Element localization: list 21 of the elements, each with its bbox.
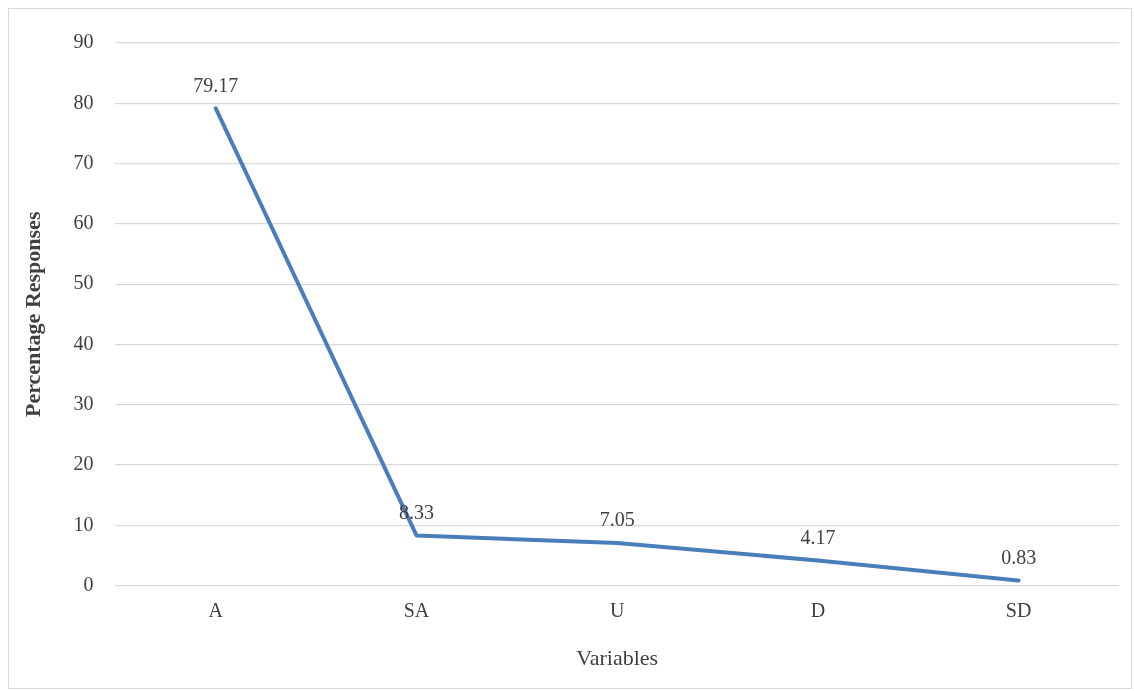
- y-tick-label: 10: [73, 512, 94, 535]
- y-tick-label: 70: [73, 150, 94, 173]
- data-label: 0.83: [1001, 545, 1037, 568]
- data-label: 79.17: [193, 73, 239, 96]
- x-tick-label: SA: [403, 598, 430, 621]
- y-tick-label: 30: [73, 391, 94, 414]
- data-label: 4.17: [800, 525, 836, 548]
- x-tick-label: SD: [1005, 598, 1032, 621]
- y-tick-label: 80: [73, 90, 94, 113]
- y-tick-label: 40: [73, 331, 94, 354]
- data-label: 7.05: [599, 508, 635, 531]
- y-axis-title: Percentage Responses: [19, 211, 45, 418]
- y-tick-label: 0: [83, 572, 94, 595]
- x-tick-label: D: [810, 598, 826, 621]
- x-axis-title: Variables: [576, 644, 659, 670]
- y-tick-label: 20: [73, 452, 94, 475]
- y-tick-label: 90: [73, 30, 94, 53]
- x-tick-label: A: [208, 598, 224, 621]
- x-tick-label: U: [609, 598, 625, 621]
- y-tick-label: 50: [73, 271, 94, 294]
- y-tick-label: 60: [73, 211, 94, 234]
